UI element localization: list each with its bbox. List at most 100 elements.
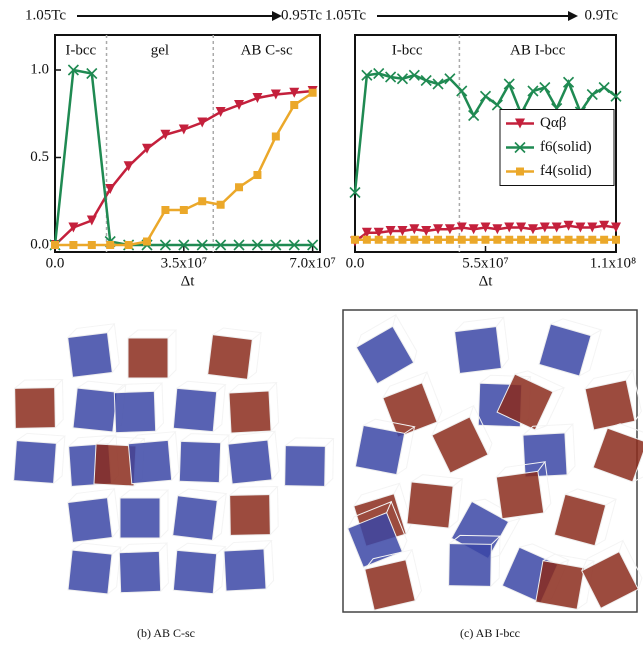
marker (398, 236, 406, 244)
cube (227, 431, 280, 484)
marker (612, 236, 620, 244)
marker (565, 236, 573, 244)
cube-face (73, 388, 117, 432)
cube-face (539, 324, 591, 376)
marker (217, 201, 225, 209)
cube (14, 433, 65, 484)
cube (554, 486, 616, 548)
series-line (55, 93, 313, 245)
phase-label: gel (151, 42, 169, 58)
cube-face (15, 388, 56, 429)
cube (179, 433, 229, 483)
cube-face (114, 391, 155, 432)
marker (180, 206, 188, 214)
cube (173, 380, 225, 432)
x-tick-label: 5.5x10⁷ (462, 255, 508, 271)
cube-face (68, 333, 113, 378)
cube-face (593, 428, 643, 482)
cube (173, 488, 226, 541)
cube-face (365, 560, 415, 610)
cube-face (355, 425, 404, 474)
marker (600, 236, 608, 244)
marker (553, 236, 561, 244)
temperature-start: 1.05Tc (325, 7, 366, 23)
cube (454, 317, 510, 373)
figure: (b) AB C-sc (c) AB I-bcc 1.05Tc0.95TcI-b… (0, 0, 643, 649)
cube (67, 324, 120, 377)
marker (88, 241, 96, 249)
cube (67, 489, 120, 542)
x-tick-label: 0.0 (46, 255, 65, 271)
legend-label: f6(solid) (540, 139, 592, 155)
marker (253, 171, 261, 179)
temperature-end: 0.9Tc (584, 7, 618, 23)
x-tick-label: 0.0 (346, 255, 365, 271)
x-tick-label: 3.5x10⁷ (161, 255, 207, 271)
marker (375, 236, 383, 244)
marker (51, 241, 59, 249)
phase-label: AB I-bcc (510, 42, 566, 58)
marker (445, 74, 455, 84)
x-tick-label: 1.1x10⁸ (590, 255, 636, 271)
arrow-head (568, 11, 578, 21)
marker (517, 236, 525, 244)
marker (505, 236, 513, 244)
cube (285, 438, 334, 487)
y-tick-label: 0.0 (30, 236, 49, 252)
cube-face (356, 326, 413, 383)
marker (541, 236, 549, 244)
cube (208, 327, 261, 380)
marker (564, 77, 574, 87)
cube (522, 424, 575, 477)
cube (119, 543, 169, 593)
cube-face (229, 391, 271, 433)
phase-label: I-bcc (65, 42, 96, 58)
cube-face (173, 550, 216, 593)
cube (15, 380, 64, 429)
cube (539, 316, 601, 378)
cube (68, 542, 121, 595)
cube (593, 420, 643, 485)
cube-face (230, 495, 271, 536)
cube-face (173, 496, 218, 541)
marker (587, 90, 597, 100)
cube-face (68, 550, 112, 594)
cube-face (208, 335, 253, 380)
marker (434, 236, 442, 244)
cube (230, 487, 279, 536)
series-line (55, 91, 313, 245)
cube (173, 542, 225, 594)
marker (290, 101, 298, 109)
caption: (b) AB C-sc (137, 626, 195, 640)
cube (128, 432, 180, 484)
cube-face (120, 498, 160, 538)
marker (588, 236, 596, 244)
marker (492, 100, 502, 110)
marker (446, 236, 454, 244)
legend-label: f4(solid) (540, 163, 592, 179)
marker (493, 236, 501, 244)
cube-face (496, 471, 543, 518)
marker (470, 236, 478, 244)
y-tick-label: 0.5 (30, 149, 49, 165)
marker (198, 197, 206, 205)
marker (387, 236, 395, 244)
cube-face (536, 561, 585, 610)
cube (128, 330, 176, 378)
cube-face (523, 433, 567, 477)
marker (481, 91, 491, 101)
marker (458, 236, 466, 244)
marker (143, 238, 151, 246)
marker (272, 133, 280, 141)
marker (235, 183, 243, 191)
cube (120, 490, 168, 538)
marker (482, 236, 490, 244)
marker (161, 206, 169, 214)
cube (407, 474, 462, 529)
temperature-end: 0.95Tc (281, 7, 322, 23)
marker (363, 236, 371, 244)
marker (469, 111, 479, 121)
legend-label: Qαβ (540, 115, 566, 131)
x-tick-label: 7.0x10⁷ (289, 255, 335, 271)
cube-face (228, 440, 272, 484)
